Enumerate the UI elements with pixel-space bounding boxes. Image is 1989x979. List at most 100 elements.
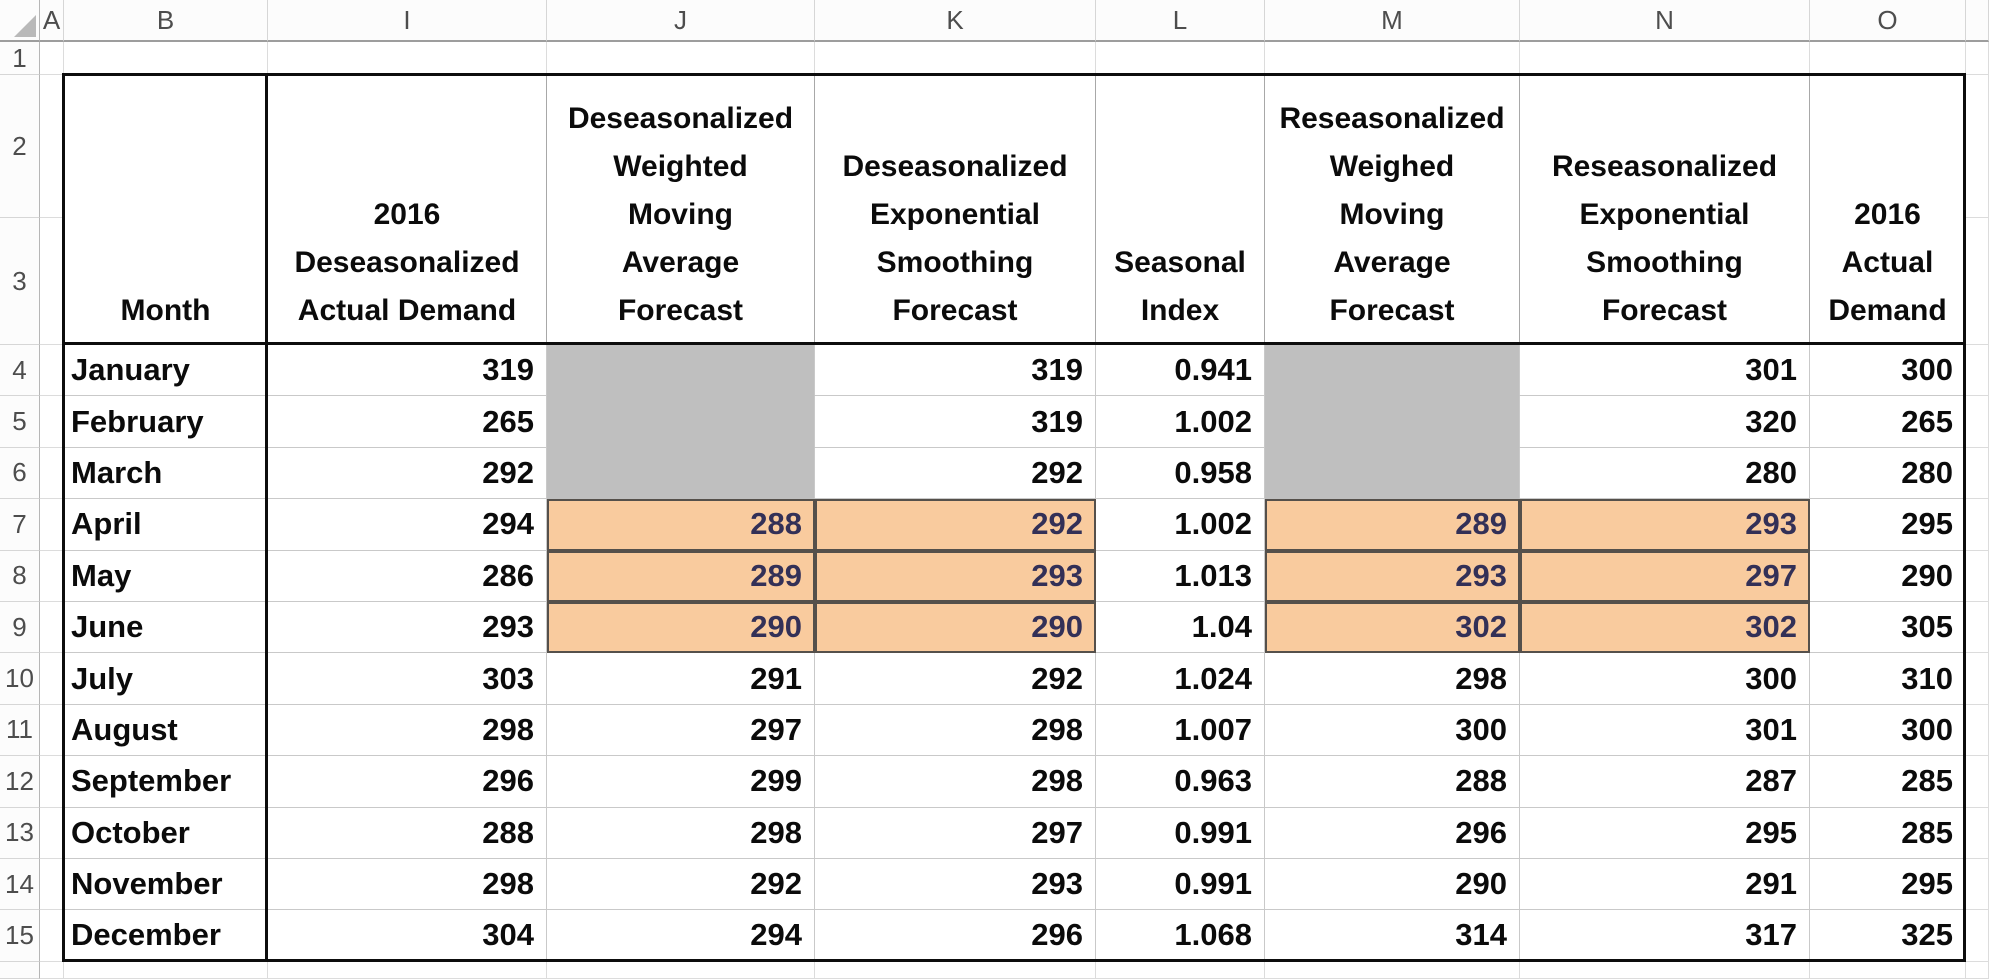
row-header-6[interactable]: 6 xyxy=(0,447,40,500)
column-header-K[interactable]: K xyxy=(815,0,1096,42)
empty-cell[interactable] xyxy=(1966,653,1989,705)
cell-N5[interactable]: 320 xyxy=(1520,396,1810,448)
cell-B12[interactable]: September xyxy=(64,756,268,808)
empty-cell[interactable] xyxy=(1966,756,1989,808)
row-header-14[interactable]: 14 xyxy=(0,858,40,911)
empty-cell[interactable] xyxy=(1966,807,1989,859)
cell-B13[interactable]: October xyxy=(64,807,268,859)
cell-K14[interactable]: 293 xyxy=(815,858,1096,911)
cell-N10[interactable]: 300 xyxy=(1520,653,1810,705)
cell-I5[interactable]: 265 xyxy=(268,396,547,448)
cell-L12[interactable]: 0.963 xyxy=(1096,756,1265,808)
header-cell-K[interactable]: Deseasonalized Exponential Smoothing For… xyxy=(815,75,1096,345)
cell-O13[interactable]: 285 xyxy=(1810,807,1966,859)
cell-M6[interactable] xyxy=(1265,447,1520,500)
cell-L5[interactable]: 1.002 xyxy=(1096,396,1265,448)
row-header-15[interactable]: 15 xyxy=(0,910,40,962)
header-cell-M[interactable]: Reseasonalized Weighed Moving Average Fo… xyxy=(1265,75,1520,345)
cell-B5[interactable]: February xyxy=(64,396,268,448)
cell-K13[interactable]: 297 xyxy=(815,807,1096,859)
empty-cell[interactable] xyxy=(1966,961,1989,979)
empty-cell[interactable] xyxy=(1966,601,1989,654)
empty-cell[interactable] xyxy=(64,961,268,979)
empty-cell[interactable] xyxy=(1810,42,1966,75)
cell-B14[interactable]: November xyxy=(64,858,268,911)
cell-I15[interactable]: 304 xyxy=(268,910,547,962)
empty-cell[interactable] xyxy=(1096,42,1265,75)
cell-N8[interactable]: 297 xyxy=(1520,550,1810,602)
cell-J12[interactable]: 299 xyxy=(547,756,815,808)
empty-cell[interactable] xyxy=(1966,218,1989,345)
cell-O4[interactable]: 300 xyxy=(1810,345,1966,397)
cell-J10[interactable]: 291 xyxy=(547,653,815,705)
empty-cell[interactable] xyxy=(40,75,64,218)
cell-M15[interactable]: 314 xyxy=(1265,910,1520,962)
row-header-partial[interactable] xyxy=(0,961,40,979)
cell-B9[interactable]: June xyxy=(64,601,268,654)
cell-M13[interactable]: 296 xyxy=(1265,807,1520,859)
empty-cell[interactable] xyxy=(40,345,64,397)
cell-N14[interactable]: 291 xyxy=(1520,858,1810,911)
empty-cell[interactable] xyxy=(1966,396,1989,448)
cell-J4[interactable] xyxy=(547,345,815,397)
cell-J6[interactable] xyxy=(547,447,815,500)
cell-O11[interactable]: 300 xyxy=(1810,704,1966,757)
column-header-N[interactable]: N xyxy=(1520,0,1810,42)
cell-N7[interactable]: 293 xyxy=(1520,499,1810,551)
cell-K12[interactable]: 298 xyxy=(815,756,1096,808)
empty-cell[interactable] xyxy=(1966,75,1989,218)
empty-cell[interactable] xyxy=(1810,961,1966,979)
cell-I12[interactable]: 296 xyxy=(268,756,547,808)
column-header-B[interactable]: B xyxy=(64,0,268,42)
cell-N4[interactable]: 301 xyxy=(1520,345,1810,397)
cell-L15[interactable]: 1.068 xyxy=(1096,910,1265,962)
header-cell-N[interactable]: Reseasonalized Exponential Smoothing For… xyxy=(1520,75,1810,345)
cell-L7[interactable]: 1.002 xyxy=(1096,499,1265,551)
row-header-13[interactable]: 13 xyxy=(0,807,40,859)
cell-N15[interactable]: 317 xyxy=(1520,910,1810,962)
cell-B4[interactable]: January xyxy=(64,345,268,397)
cell-O12[interactable]: 285 xyxy=(1810,756,1966,808)
cell-K10[interactable]: 292 xyxy=(815,653,1096,705)
cell-B11[interactable]: August xyxy=(64,704,268,757)
cell-O5[interactable]: 265 xyxy=(1810,396,1966,448)
cell-O7[interactable]: 295 xyxy=(1810,499,1966,551)
empty-cell[interactable] xyxy=(547,42,815,75)
cell-M14[interactable]: 290 xyxy=(1265,858,1520,911)
empty-cell[interactable] xyxy=(40,756,64,808)
cell-O6[interactable]: 280 xyxy=(1810,447,1966,500)
cell-K6[interactable]: 292 xyxy=(815,447,1096,500)
cell-J13[interactable]: 298 xyxy=(547,807,815,859)
cell-K11[interactable]: 298 xyxy=(815,704,1096,757)
cell-I4[interactable]: 319 xyxy=(268,345,547,397)
cell-N6[interactable]: 280 xyxy=(1520,447,1810,500)
cell-M5[interactable] xyxy=(1265,396,1520,448)
empty-cell[interactable] xyxy=(1966,447,1989,500)
cell-N11[interactable]: 301 xyxy=(1520,704,1810,757)
cell-L14[interactable]: 0.991 xyxy=(1096,858,1265,911)
empty-cell[interactable] xyxy=(1966,345,1989,397)
row-header-9[interactable]: 9 xyxy=(0,601,40,654)
empty-cell[interactable] xyxy=(1520,961,1810,979)
empty-cell[interactable] xyxy=(40,601,64,654)
cell-L13[interactable]: 0.991 xyxy=(1096,807,1265,859)
empty-cell[interactable] xyxy=(40,396,64,448)
cell-M10[interactable]: 298 xyxy=(1265,653,1520,705)
cell-M7[interactable]: 289 xyxy=(1265,499,1520,551)
empty-cell[interactable] xyxy=(40,499,64,551)
cell-I8[interactable]: 286 xyxy=(268,550,547,602)
cell-O10[interactable]: 310 xyxy=(1810,653,1966,705)
row-header-8[interactable]: 8 xyxy=(0,550,40,602)
cell-B10[interactable]: July xyxy=(64,653,268,705)
cell-I10[interactable]: 303 xyxy=(268,653,547,705)
cell-I7[interactable]: 294 xyxy=(268,499,547,551)
cell-J7[interactable]: 288 xyxy=(547,499,815,551)
column-header-J[interactable]: J xyxy=(547,0,815,42)
row-header-12[interactable]: 12 xyxy=(0,756,40,808)
cell-L10[interactable]: 1.024 xyxy=(1096,653,1265,705)
cell-J14[interactable]: 292 xyxy=(547,858,815,911)
cell-N12[interactable]: 287 xyxy=(1520,756,1810,808)
column-header-O[interactable]: O xyxy=(1810,0,1966,42)
empty-cell[interactable] xyxy=(1265,42,1520,75)
cell-M8[interactable]: 293 xyxy=(1265,550,1520,602)
